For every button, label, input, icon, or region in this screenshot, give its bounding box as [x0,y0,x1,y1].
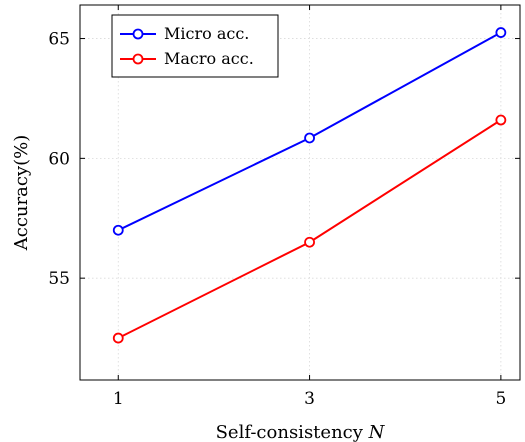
y-axis-label: Accuracy(%) [11,135,32,252]
legend-box [111,14,279,78]
y-tick-label: 60 [48,149,70,169]
plot-frame [79,4,521,381]
series-1-point [495,27,507,38]
y-tick-label: 55 [48,269,70,289]
legend-label: Micro acc. [164,24,249,43]
legend-swatch-marker [132,53,144,65]
x-axis-label-text: Self-consistency [216,422,369,442]
legend-swatch-marker [132,28,144,40]
x-axis-label: Self-consistency N [216,422,386,442]
legend: Micro acc. Macro acc. [111,14,279,78]
x-tick-label: 5 [495,389,506,409]
legend-label: Macro acc. [164,49,254,68]
series-2-point [112,332,124,344]
x-axis-label-variable: N [368,422,386,442]
x-tick-label: 3 [304,389,315,409]
series-1-point [112,224,124,236]
series-1-point [304,132,315,144]
y-tick-label: 65 [48,30,70,50]
x-tick-label: 1 [113,389,124,409]
series-2-point [495,114,507,126]
series-2-point [304,236,315,248]
series-layer [112,27,507,344]
